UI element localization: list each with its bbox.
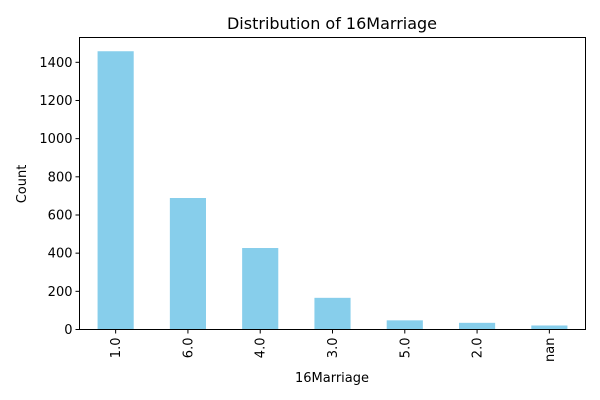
bar-3.0 (314, 297, 351, 330)
y-axis-label: Count (15, 165, 30, 204)
bar-2.0 (459, 322, 496, 330)
x-tick-label: nan (543, 338, 558, 362)
x-tick-label: 5.0 (398, 338, 413, 359)
bar-nan (531, 325, 568, 330)
y-tick-label: 1400 (39, 56, 72, 71)
y-tick-label: 1000 (39, 132, 72, 147)
y-tick-label: 1200 (39, 94, 72, 109)
bar-1.0 (97, 51, 134, 330)
plot-frame (79, 37, 586, 330)
y-axis: 0 200 400 600 800 1000 1200 1400 (39, 56, 80, 338)
x-axis: 1.0 6.0 4.0 3.0 5.0 2.0 nan (109, 329, 558, 362)
y-tick-label: 400 (48, 247, 73, 262)
x-tick-label: 4.0 (254, 338, 269, 359)
x-tick-label: 1.0 (109, 338, 124, 359)
y-tick-label: 800 (48, 170, 73, 185)
x-axis-label: 16Marriage (295, 371, 369, 386)
x-tick-label: 3.0 (326, 338, 341, 359)
chart-title: Distribution of 16Marriage (227, 14, 437, 33)
x-tick-label: 2.0 (471, 338, 486, 359)
y-tick-label: 0 (64, 323, 72, 338)
bar-5.0 (386, 320, 423, 330)
bars (97, 51, 568, 330)
y-tick-label: 200 (48, 285, 73, 300)
y-tick-label: 600 (48, 208, 73, 223)
bar-4.0 (242, 248, 279, 330)
bar-6.0 (169, 198, 206, 330)
x-tick-label: 6.0 (181, 338, 196, 359)
